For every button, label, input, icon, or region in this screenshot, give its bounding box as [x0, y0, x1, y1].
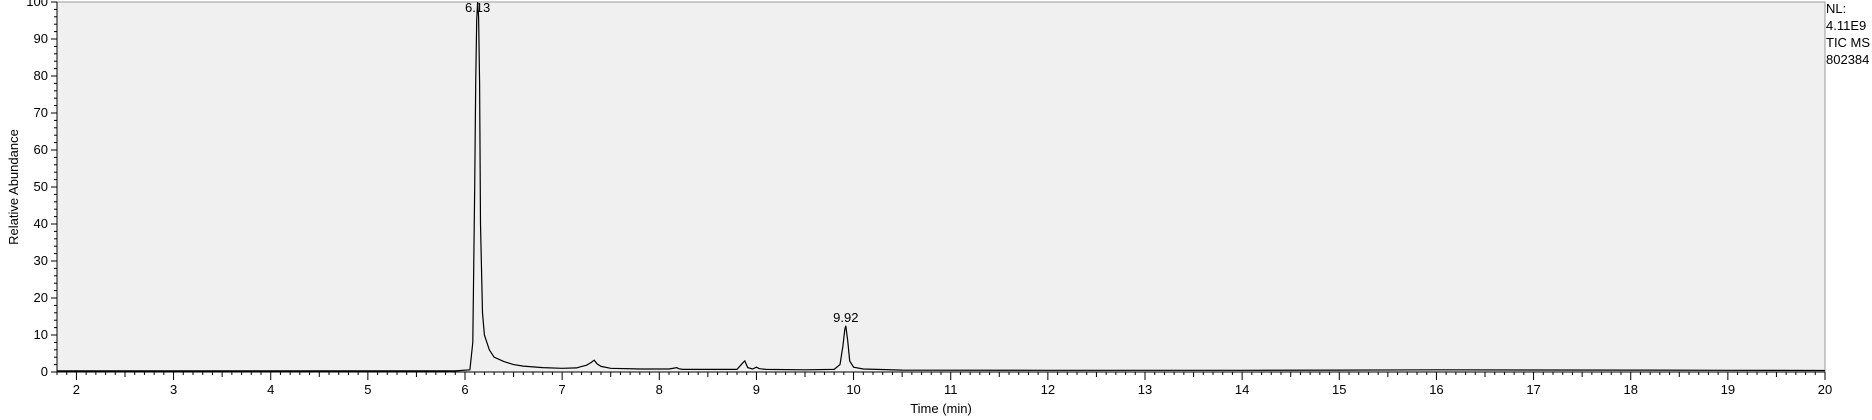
x-tick-label: 6: [461, 382, 468, 397]
x-tick-label: 13: [1138, 382, 1152, 397]
y-tick-label: 100: [26, 0, 48, 9]
nl-label: NL:: [1826, 1, 1847, 16]
nl-value: 4.11E9: [1826, 18, 1867, 33]
x-tick-label: 16: [1429, 382, 1443, 397]
file-id: 802384: [1826, 52, 1870, 67]
peak-label: 6.13: [465, 0, 490, 15]
x-tick-label: 17: [1526, 382, 1540, 397]
y-tick-label: 40: [34, 216, 48, 231]
x-tick-label: 2: [73, 382, 80, 397]
x-tick-label: 20: [1818, 382, 1832, 397]
x-tick-label: 18: [1623, 382, 1637, 397]
y-tick-label: 50: [34, 179, 48, 194]
y-tick-label: 10: [34, 327, 48, 342]
y-tick-label: 80: [34, 68, 48, 83]
peak-annotations: 6.13 9.92: [465, 0, 858, 325]
x-tick-label: 15: [1332, 382, 1346, 397]
x-tick-label: 7: [559, 382, 566, 397]
x-tick-label: 5: [364, 382, 371, 397]
x-axis-label: Time (min): [910, 401, 972, 416]
x-tick-label: 12: [1041, 382, 1055, 397]
y-axis: 0 10 20 30 40 50 60 70 80 90 100: [26, 0, 57, 379]
y-tick-label: 60: [34, 142, 48, 157]
x-axis: 2 3 4 5 6 7 8 9 10 11 12 13 14 15 16 17 18 19 20: [56, 372, 1832, 397]
y-tick-label: 30: [34, 253, 48, 268]
x-tick-label: 10: [846, 382, 860, 397]
peak-label: 9.92: [833, 310, 858, 325]
x-tick-label: 14: [1235, 382, 1249, 397]
scan-info-panel: NL: 4.11E9 TIC MS 802384: [1826, 0, 1872, 68]
y-tick-label: 70: [34, 105, 48, 120]
x-tick-label: 11: [944, 382, 958, 397]
x-tick-label: 19: [1721, 382, 1735, 397]
y-axis-label: Relative Abundance: [6, 129, 21, 245]
x-tick-label: 3: [170, 382, 177, 397]
scan-filter: TIC MS: [1826, 35, 1871, 50]
y-tick-label: 0: [41, 364, 48, 379]
x-tick-label: 4: [267, 382, 274, 397]
y-tick-label: 90: [34, 31, 48, 46]
tic-trace: [57, 1, 1826, 372]
x-tick-label: 8: [656, 382, 663, 397]
plot-area: [56, 1, 1826, 373]
x-tick-label: 9: [753, 382, 760, 397]
y-tick-label: 20: [34, 290, 48, 305]
